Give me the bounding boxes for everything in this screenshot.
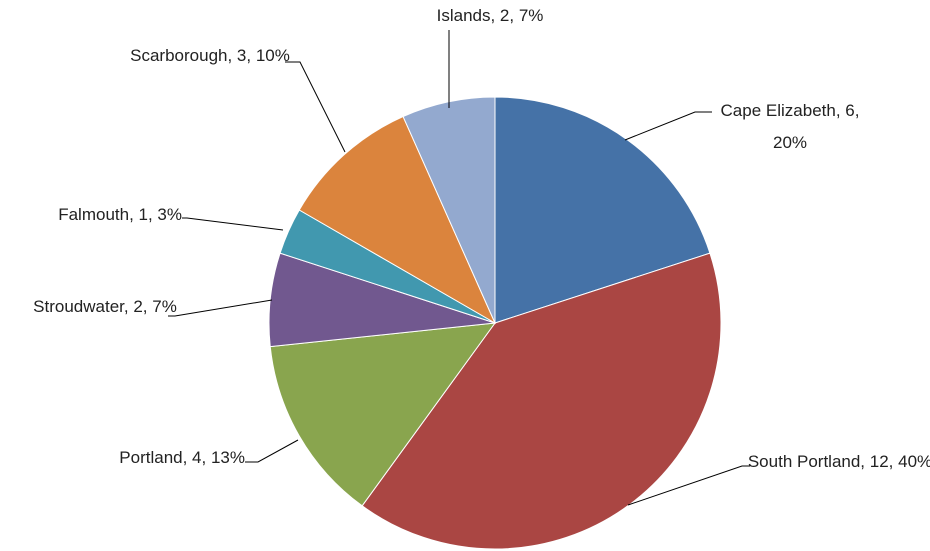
data-label: Islands, 2, 7% xyxy=(436,6,544,25)
pie-slice xyxy=(298,115,497,325)
data-label: Stroudwater, 2, 7% xyxy=(33,297,177,316)
leader-line xyxy=(627,465,750,506)
leader-line xyxy=(182,217,284,231)
pie-slice xyxy=(494,96,711,324)
leader-line xyxy=(624,111,712,141)
data-label-box: Falmouth, 1, 3% xyxy=(58,205,182,224)
data-label-box: Cape Elizabeth, 6, 20% xyxy=(720,101,860,152)
data-label: Cape Elizabeth, 6, 20% xyxy=(720,101,860,152)
pie-slice xyxy=(269,322,497,507)
leader-line xyxy=(285,61,346,153)
data-label-box: Portland, 4, 13% xyxy=(119,448,245,467)
data-label: Portland, 4, 13% xyxy=(119,448,245,467)
data-label: Scarborough, 3, 10% xyxy=(130,46,290,65)
leader-line xyxy=(245,439,299,463)
data-label-box: South Portland, 12, 40% xyxy=(747,452,930,471)
data-label-box: Stroudwater, 2, 7% xyxy=(33,297,177,316)
data-label: South Portland, 12, 40% xyxy=(747,452,930,471)
pie-slice xyxy=(361,252,722,550)
data-label: Falmouth, 1, 3% xyxy=(58,205,182,224)
data-label-box: Scarborough, 3, 10% xyxy=(130,46,290,65)
pie-slice xyxy=(402,96,496,324)
data-label-box: Islands, 2, 7% xyxy=(436,6,544,25)
leader-line xyxy=(168,299,273,317)
